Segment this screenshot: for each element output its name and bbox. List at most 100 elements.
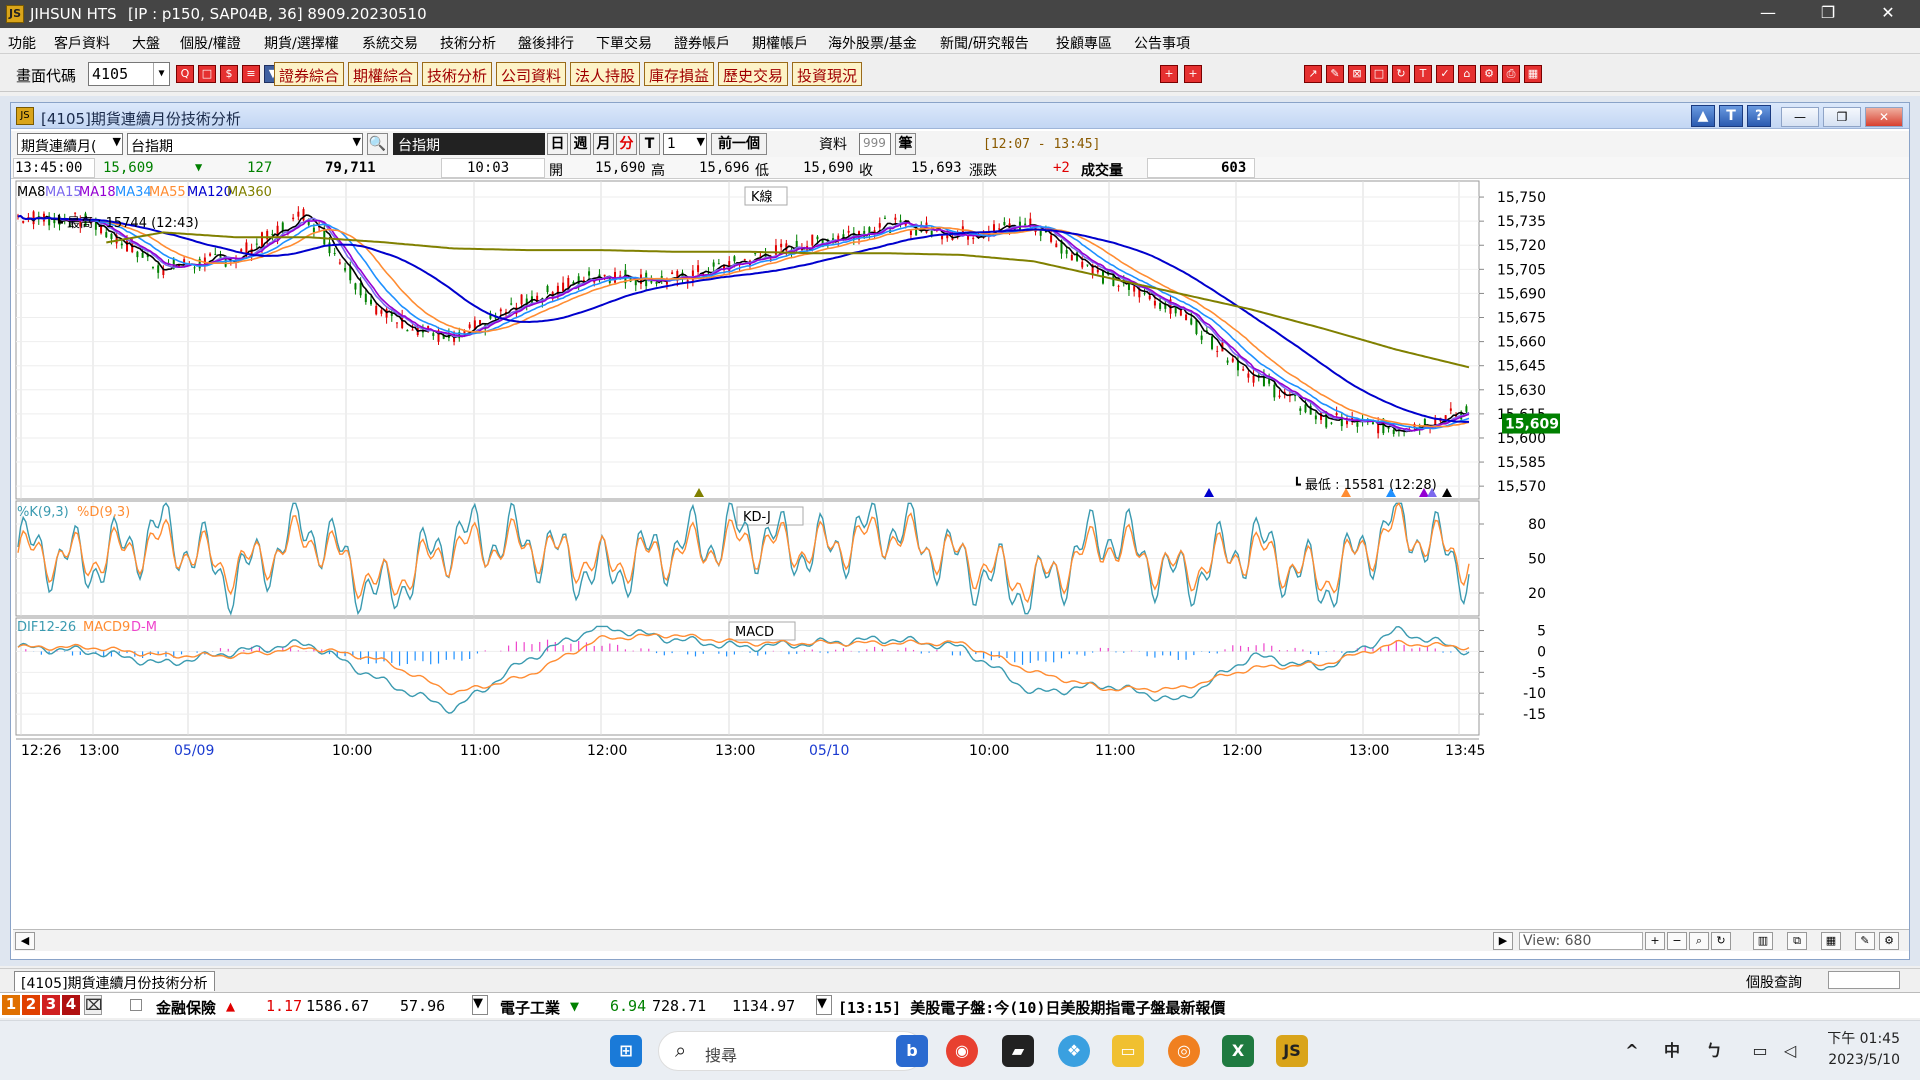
zoom-in-icon[interactable]: + [1645, 932, 1665, 950]
query-input[interactable] [1828, 971, 1900, 989]
period-minute-button[interactable]: 分 [616, 133, 637, 155]
code-input[interactable]: 4105 ▼ [88, 62, 170, 86]
volume-icon[interactable]: ◁ [1783, 1041, 1797, 1060]
close-button[interactable]: ✕ [1881, 3, 1895, 22]
maximize-button[interactable]: ❐ [1820, 3, 1836, 22]
excel-icon[interactable]: X [1222, 1035, 1254, 1067]
screen-2-button[interactable]: 2 [22, 995, 40, 1015]
ticker-checkbox[interactable] [130, 999, 142, 1011]
sticky-notes-icon[interactable]: ▰ [1002, 1035, 1034, 1067]
jihsun-taskbar-icon[interactable]: JS [1276, 1035, 1308, 1067]
pencil-icon[interactable]: ✎ [1326, 65, 1344, 83]
child-close-button[interactable]: ✕ [1865, 107, 1903, 127]
chrome-icon[interactable]: ◉ [946, 1035, 978, 1067]
menu-item[interactable]: 公告事項 [1134, 36, 1190, 52]
news-ticker[interactable]: [13:15] 美股電子盤:今(10)日美股期指電子盤最新報價 [838, 999, 1226, 1017]
t-help-button[interactable]: T [1719, 105, 1743, 127]
tool-icon-6[interactable]: T [1414, 65, 1432, 83]
tab-tech-analysis[interactable]: [4105]期貨連續月份技術分析 [14, 971, 215, 992]
chart-area[interactable]: 12:26 13:00 05/09 10:00 11:00 12:00 13:00 05/10… [11, 103, 1909, 929]
magnify-icon[interactable]: ⌕ [1689, 932, 1709, 950]
menu-item[interactable]: 大盤 [132, 36, 160, 52]
taskbar-search[interactable]: ⌕ 搜尋 [658, 1031, 924, 1071]
zoom-out-icon[interactable]: − [1667, 932, 1687, 950]
sell-icon[interactable]: + [1184, 65, 1202, 83]
menu-item[interactable]: 盤後排行 [518, 36, 574, 52]
tool-icon-4[interactable]: □ [1370, 65, 1388, 83]
scroll-right-icon[interactable]: ▶ [1493, 932, 1513, 950]
refresh-icon[interactable]: ↻ [1711, 932, 1731, 950]
window-tool-icon[interactable]: □ [198, 65, 216, 83]
tool-icon-3[interactable]: ⊠ [1348, 65, 1366, 83]
indicator-icon[interactable]: ▥ [1753, 932, 1773, 950]
institutional-button[interactable]: 法人持股 [570, 62, 640, 86]
screen-4-button[interactable]: 4 [62, 995, 80, 1015]
tool-icon-1[interactable]: ↗ [1304, 65, 1322, 83]
pen-icon[interactable]: ✎ [1855, 932, 1875, 950]
period-tick-button[interactable]: T [639, 133, 660, 155]
fish-app-icon[interactable]: ❖ [1058, 1035, 1090, 1067]
question-help-button[interactable]: ? [1747, 105, 1771, 127]
tool-icon-5[interactable]: ↻ [1392, 65, 1410, 83]
data-unit-button[interactable]: 筆 [895, 133, 916, 155]
scroll-left-icon[interactable]: ◀ [15, 932, 35, 950]
futures-options-button[interactable]: 期權綜合 [348, 62, 418, 86]
menu-item[interactable]: 系統交易 [362, 36, 418, 52]
chevron-down-icon[interactable]: ▼ [472, 995, 488, 1015]
menu-item[interactable]: 下單交易 [596, 36, 652, 52]
menu-item[interactable]: 期權帳戶 [752, 36, 808, 52]
buy-icon[interactable]: + [1160, 65, 1178, 83]
product-type-select[interactable]: 期貨連續月(▼ [17, 133, 123, 155]
company-info-button[interactable]: 公司資料 [496, 62, 566, 86]
tech-analysis-button[interactable]: 技術分析 [422, 62, 492, 86]
calc-icon[interactable]: ▦ [1821, 932, 1841, 950]
tool-icon-8[interactable]: ⌂ [1458, 65, 1476, 83]
tray-chevron-icon[interactable]: ^ [1625, 1041, 1639, 1060]
search-icon[interactable]: 🔍 [367, 133, 388, 155]
prev-button[interactable]: 前一個 [711, 133, 767, 155]
network-icon[interactable]: ▭ [1752, 1041, 1768, 1060]
minimize-button[interactable]: — [1760, 3, 1776, 22]
chevron-down-icon[interactable]: ▼ [816, 995, 832, 1015]
screen-1-button[interactable]: 1 [2, 995, 20, 1015]
system-clock[interactable]: 下午 01:45 2023/5/10 [1827, 1031, 1900, 1068]
menu-item[interactable]: 個股/權證 [180, 36, 241, 52]
settings-icon[interactable]: ⚙ [1879, 932, 1899, 950]
chart-tool-icon[interactable]: ≡ [242, 65, 260, 83]
menu-item[interactable]: 技術分析 [440, 36, 496, 52]
ime-indicator[interactable]: 中 [1663, 1041, 1680, 1060]
print-icon[interactable]: ⎙ [1502, 65, 1520, 83]
menu-item[interactable]: 投顧專區 [1056, 36, 1112, 52]
menu-item[interactable]: 功能 [8, 36, 36, 52]
menu-item[interactable]: 新聞/研究報告 [940, 36, 1029, 52]
triangle-help-button[interactable]: ▲ [1691, 105, 1715, 127]
view-field[interactable]: View: 680 [1519, 932, 1643, 950]
securities-button[interactable]: 證券綜合 [274, 62, 344, 86]
app-icon[interactable]: ◎ [1168, 1035, 1200, 1067]
data-count-input[interactable]: 999 [859, 133, 891, 155]
tool-icon-11[interactable]: ▦ [1524, 65, 1542, 83]
ime-mode-icon[interactable]: ㄅ [1705, 1041, 1722, 1060]
period-week-button[interactable]: 週 [570, 133, 591, 155]
bing-icon[interactable]: b [896, 1035, 928, 1067]
menu-item[interactable]: 海外股票/基金 [828, 36, 917, 52]
search-tool-icon[interactable]: Q [176, 65, 194, 83]
history-trade-button[interactable]: 歷史交易 [718, 62, 788, 86]
period-day-button[interactable]: 日 [547, 133, 568, 155]
investment-status-button[interactable]: 投資現況 [792, 62, 862, 86]
product-name-select[interactable]: 台指期 ▼ [127, 133, 363, 155]
period-month-button[interactable]: 月 [593, 133, 614, 155]
lock-icon[interactable]: ⌧ [84, 995, 103, 1015]
screen-3-button[interactable]: 3 [42, 995, 60, 1015]
menu-item[interactable]: 客戶資料 [54, 36, 110, 52]
child-minimize-button[interactable]: — [1781, 107, 1819, 127]
menu-item[interactable]: 證券帳戶 [674, 36, 730, 52]
copy-icon[interactable]: ⧉ [1787, 932, 1807, 950]
child-restore-button[interactable]: ❐ [1823, 107, 1861, 127]
interval-select[interactable]: 1 ▼ [663, 133, 707, 155]
horizontal-scrollbar[interactable]: ◀ ▶ View: 680 + − ⌕ ↻ ▥ ⧉ ▦ ✎ ⚙ [13, 929, 1909, 951]
menu-item[interactable]: 期貨/選擇權 [264, 36, 339, 52]
chevron-down-icon[interactable]: ▼ [153, 63, 169, 85]
tool-icon-9[interactable]: ⚙ [1480, 65, 1498, 83]
inventory-pl-button[interactable]: 庫存損益 [644, 62, 714, 86]
